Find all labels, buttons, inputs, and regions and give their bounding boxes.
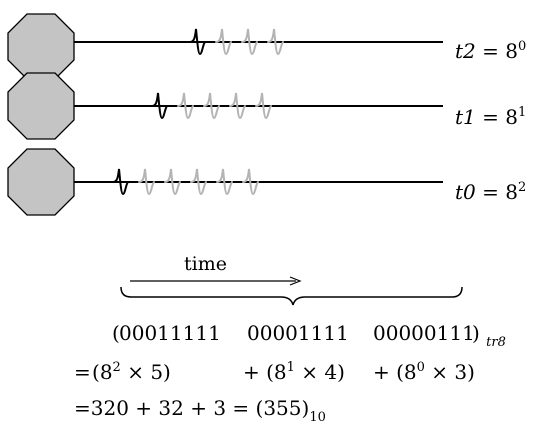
underbrace <box>120 286 463 306</box>
result-subscript: 10 <box>309 410 326 425</box>
spike-inactive <box>229 92 246 120</box>
spike-train <box>151 92 272 120</box>
spike-train <box>189 28 284 56</box>
neuron-label: t0 = 82 <box>455 180 526 204</box>
neuron-soma <box>7 13 75 80</box>
spike-inactive <box>138 168 155 196</box>
spike-inactive <box>216 168 233 196</box>
time-label: time <box>184 253 227 275</box>
spike-inactive <box>203 92 220 120</box>
spike-inactive <box>241 28 258 56</box>
result-line: =320 + 32 + 3 = (355)10 <box>74 396 326 425</box>
code-subscript: tr8 <box>486 335 506 350</box>
code-group: 00011111 <box>119 321 221 345</box>
spike-train <box>112 168 259 196</box>
neuron-soma <box>7 148 75 216</box>
spike-inactive <box>177 92 194 120</box>
code-group: 00001111 <box>247 321 349 345</box>
code-group: 00000111 <box>373 321 475 345</box>
spike-active <box>151 92 168 120</box>
spike-inactive <box>267 28 284 56</box>
expansion-line: = (82 × 5) + (81 × 4) + (80 × 3) <box>74 360 475 384</box>
neuron-label: t1 = 81 <box>455 105 526 129</box>
spike-inactive <box>164 168 181 196</box>
code-line: ( 00011111 00001111 00000111 ) tr8 <box>112 321 506 350</box>
neuron-row-t0: t0 = 82 <box>7 148 526 216</box>
neuron-label: t2 = 80 <box>455 39 526 63</box>
time-arrow: time <box>130 253 302 286</box>
neuron-row-t2: t2 = 80 <box>7 13 526 80</box>
neuron-soma <box>7 72 75 140</box>
spike-inactive <box>255 92 272 120</box>
spike-inactive <box>190 168 207 196</box>
spike-active <box>189 28 206 56</box>
spike-inactive <box>215 28 232 56</box>
time-arrowhead <box>289 276 302 286</box>
spike-active <box>112 168 129 196</box>
neuron-row-t1: t1 = 81 <box>7 72 526 140</box>
spike-inactive <box>242 168 259 196</box>
